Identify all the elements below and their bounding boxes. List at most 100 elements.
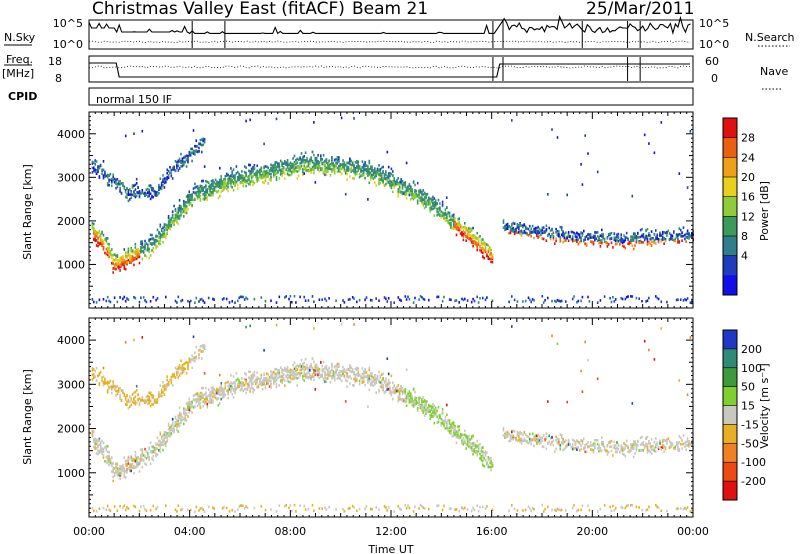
velocity-echo-cell [351, 383, 354, 387]
power-echo-cell [371, 165, 373, 168]
velocity-echo-cell [203, 510, 206, 513]
velocity-echo-cell [167, 383, 170, 387]
velocity-echo-cell [209, 396, 211, 400]
power-echo-cell [166, 168, 168, 172]
velocity-echo-cell [177, 376, 180, 379]
velocity-echo-cell [212, 506, 214, 510]
velocity-echo-cell [106, 389, 109, 392]
power-echo-cell [678, 227, 681, 230]
power-echo-cell [106, 184, 109, 187]
power-echo-cell [249, 170, 251, 173]
power-echo-cell [174, 299, 177, 303]
power-echo-cell [404, 295, 407, 298]
power-echo-cell [450, 216, 452, 219]
power-echo-cell [284, 296, 286, 299]
power-echo-cell [91, 222, 94, 225]
power-echo-cell [486, 296, 488, 299]
power-echo-cell [147, 244, 149, 247]
velocity-echo-cell [231, 382, 233, 386]
velocity-echo-cell [322, 377, 325, 381]
velocity-echo-cell [174, 508, 177, 512]
power-echo-cell [432, 195, 434, 199]
power-echo-cell [238, 174, 240, 177]
power-echo-cell [140, 242, 142, 245]
power-echo-cell [237, 178, 239, 181]
power-echo-cell [371, 299, 373, 302]
velocity-echo-cell [166, 378, 168, 382]
velocity-echo-cell [170, 424, 173, 428]
power-echo-cell [152, 189, 155, 193]
velocity-echo-cell [275, 367, 278, 371]
power-echo-cell [534, 226, 537, 230]
power-echo-cell [167, 220, 170, 223]
power-echo-cell [159, 242, 162, 246]
power-echo-cell [405, 192, 408, 196]
velocity-echo-cell [217, 404, 220, 407]
velocity-echo-cell [299, 504, 301, 507]
power-echo-cell [518, 231, 520, 234]
power-echo-cell [443, 215, 445, 219]
power-echo-cell [661, 230, 664, 234]
velocity-echo-cell [360, 377, 362, 380]
power-echo-cell [386, 178, 389, 182]
power-echo-cell [612, 246, 614, 249]
velocity-echo-cell [111, 388, 113, 391]
power-echo-cell [203, 137, 206, 141]
power-echo-cell [482, 238, 484, 242]
velocity-echo-cell [138, 461, 141, 464]
power-echo-cell [278, 162, 281, 165]
power-echo-cell [350, 159, 353, 163]
power-echo-cell [490, 260, 492, 264]
power-echo-cell [423, 196, 426, 199]
power-echo-cell [130, 191, 132, 195]
power-echo-cell [241, 174, 243, 177]
power-echo-cell [331, 158, 333, 162]
velocity-echo-cell [134, 459, 137, 463]
velocity-echo-cell [253, 506, 256, 510]
power-echo-cell [344, 172, 347, 175]
power-echo-cell [133, 296, 135, 299]
velocity-echo-cell [252, 376, 254, 380]
velocity-echo-cell [195, 399, 198, 402]
power-echo-cell [526, 232, 528, 235]
power-echo-cell [444, 208, 447, 211]
power-echo-cell [170, 220, 173, 224]
velocity-echo-cell [131, 462, 134, 466]
power-echo-cell [459, 227, 462, 231]
power-echo-cell [343, 161, 346, 164]
power-echo-cell [102, 175, 105, 178]
velocity-echo-cell [243, 372, 246, 375]
velocity-echo-cell [228, 510, 231, 513]
power-echo-cell [599, 245, 602, 248]
power-echo-cell [241, 295, 243, 299]
power-echo-cell [385, 297, 387, 301]
power-echo-cell [293, 160, 296, 164]
velocity-echo-cell [383, 381, 386, 385]
velocity-echo-cell [106, 458, 109, 462]
power-echo-cell [484, 298, 487, 302]
power-echo-cell [273, 173, 275, 177]
power-echo-cell [488, 257, 491, 261]
velocity-echo-cell [122, 463, 124, 467]
velocity-echo-cell [386, 388, 389, 391]
power-data-layer [91, 116, 694, 304]
power-echo-cell [390, 172, 393, 176]
velocity-echo-cell [115, 462, 117, 466]
power-echo-cell [446, 196, 448, 199]
power-colorbar-tick-label: 24 [741, 151, 755, 164]
power-echo-cell [612, 296, 614, 299]
power-echo-cell [158, 183, 160, 187]
power-echo-cell [343, 169, 346, 173]
power-echo-cell [387, 180, 390, 184]
power-echo-cell [448, 222, 451, 225]
power-echo-cell [470, 241, 473, 244]
power-echo-cell [113, 253, 116, 256]
velocity-echo-cell [314, 388, 317, 391]
power-echo-cell [148, 250, 150, 254]
velocity-echo-cell [102, 366, 105, 370]
power-colorbar-swatch [723, 255, 737, 276]
power-echo-cell [144, 245, 146, 249]
power-echo-cell [270, 163, 272, 167]
velocity-echo-cell [310, 365, 312, 369]
velocity-echo-cell [196, 404, 199, 408]
